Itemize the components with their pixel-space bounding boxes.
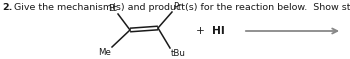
Text: HI: HI <box>212 26 224 36</box>
Text: tBu: tBu <box>171 49 186 58</box>
Text: Et: Et <box>108 4 117 13</box>
Text: Give the mechanism(s) and product(s) for the reaction below.  Show stereochemist: Give the mechanism(s) and product(s) for… <box>11 3 350 12</box>
Text: 2.: 2. <box>2 3 12 12</box>
Text: Pr: Pr <box>173 2 182 11</box>
Text: +: + <box>196 26 204 36</box>
Text: Me: Me <box>98 48 111 57</box>
